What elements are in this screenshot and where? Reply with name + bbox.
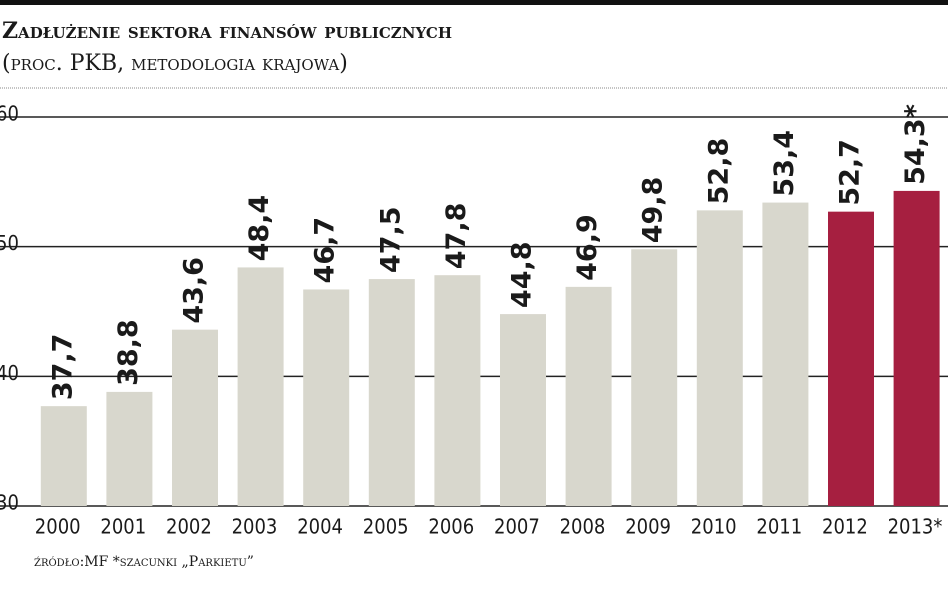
x-tick-label: 2009 [625, 515, 671, 539]
y-tick-label: 30 [0, 491, 19, 515]
data-label: 49,8 [638, 177, 669, 244]
y-tick-label: 50 [0, 231, 19, 255]
x-tick-label: 2001 [100, 515, 146, 539]
x-tick-label: 2003 [232, 515, 278, 539]
bar [762, 202, 809, 506]
x-tick-label: 2000 [35, 515, 81, 539]
bar [303, 289, 350, 506]
data-label: 37,7 [47, 334, 78, 401]
x-tick-label: 2006 [428, 515, 474, 539]
top-rule [0, 0, 948, 5]
data-label: 47,8 [441, 203, 472, 270]
data-label: 46,7 [310, 217, 341, 284]
bar [565, 286, 612, 506]
data-label: 46,9 [572, 214, 603, 281]
data-label: 43,6 [179, 257, 210, 324]
data-label: 44,8 [507, 241, 538, 308]
source: źródło:MF *szacunki „Parkietu” [34, 554, 254, 570]
data-label: 48,4 [244, 195, 275, 262]
x-tick-label: 2010 [691, 515, 737, 539]
bar [696, 210, 743, 507]
y-tick-label: 60 [0, 102, 19, 126]
data-label: 47,5 [375, 206, 406, 273]
x-tick-label: 2011 [756, 515, 802, 539]
y-tick-label: 40 [0, 361, 19, 385]
data-label: 38,8 [113, 319, 144, 386]
bar [434, 275, 481, 506]
data-label: 54,3* [900, 104, 931, 185]
x-tick-label: 2012 [822, 515, 868, 539]
x-tick-label: 2013* [888, 515, 943, 539]
bar [106, 391, 153, 506]
bar [40, 406, 87, 506]
data-label: 52,8 [703, 138, 734, 205]
x-tick-label: 2007 [494, 515, 540, 539]
x-tick-label: 2008 [560, 515, 606, 539]
x-tick-label: 2005 [363, 515, 409, 539]
data-label: 53,4 [769, 130, 800, 197]
bar [172, 329, 218, 506]
x-tick-label: 2002 [166, 515, 212, 539]
bar [500, 314, 546, 506]
data-label: 52,7 [835, 139, 866, 206]
x-tick-label: 2004 [297, 515, 343, 539]
bar [893, 190, 940, 506]
bar [237, 267, 284, 506]
bar [828, 211, 874, 506]
chart-subtitle: (proc. PKB, metodologia krajowa) [2, 51, 348, 76]
bar [631, 249, 678, 506]
bar [368, 279, 415, 506]
chart-title: Zadłużenie sektora finansów publicznych [2, 18, 452, 44]
